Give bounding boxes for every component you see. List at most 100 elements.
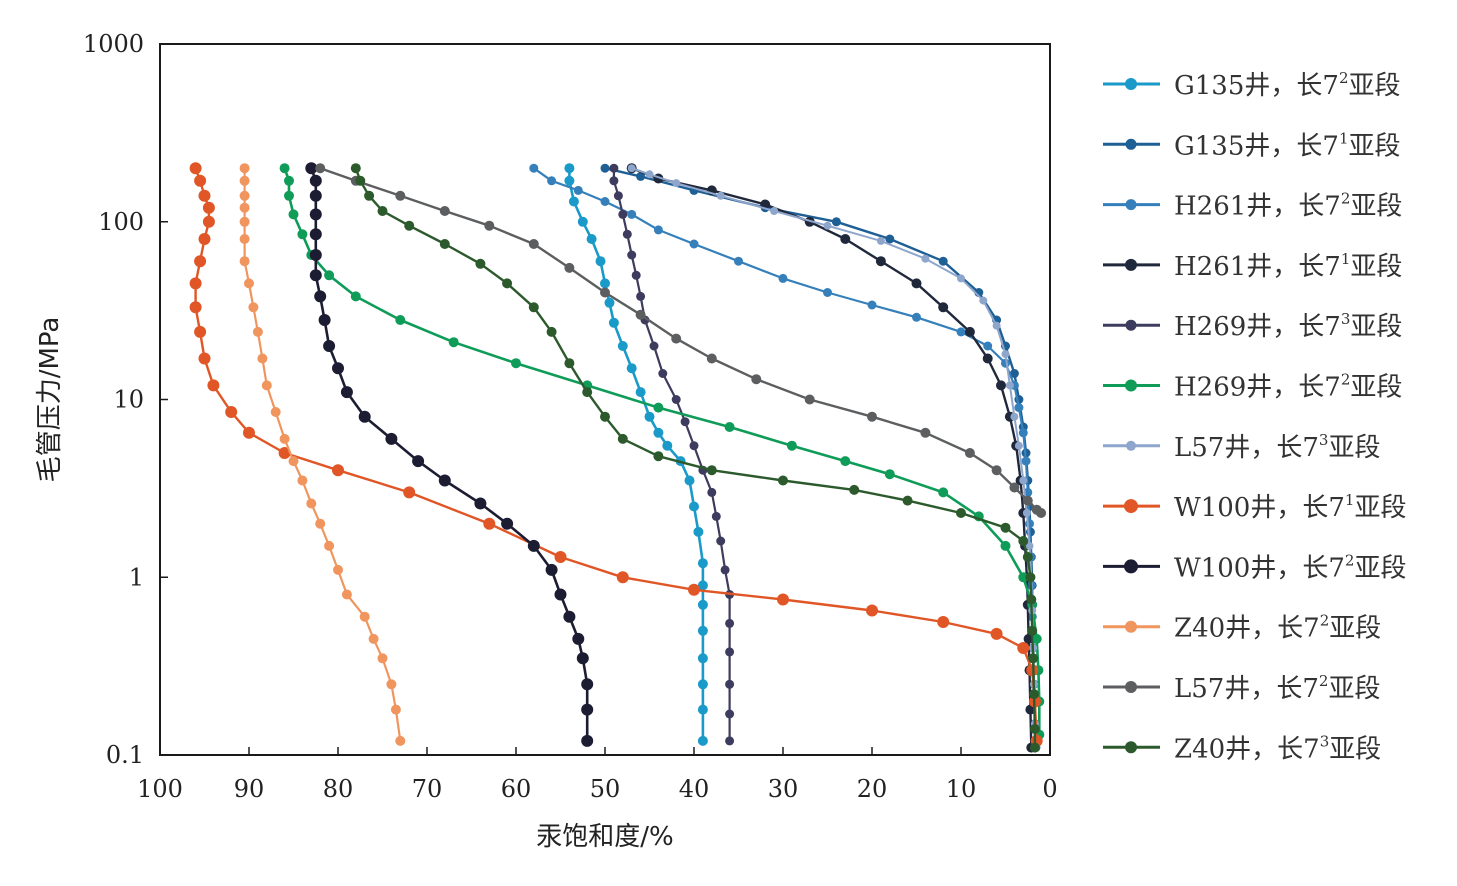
data-point	[528, 302, 539, 313]
data-point	[324, 270, 335, 281]
data-point	[439, 239, 450, 249]
data-point	[581, 703, 594, 716]
data-point	[823, 221, 832, 230]
data-point	[554, 551, 567, 563]
data-point	[778, 273, 788, 283]
series-line	[194, 167, 1038, 741]
data-point	[1018, 572, 1029, 583]
legend-label: Z40井，长73亚段	[1174, 732, 1381, 764]
series-5	[609, 163, 735, 746]
x-tick-label: 60	[501, 775, 532, 803]
data-point	[725, 736, 735, 746]
data-point	[1025, 519, 1034, 529]
data-point	[395, 190, 406, 201]
data-point	[529, 163, 539, 173]
data-point	[920, 427, 931, 438]
data-point	[333, 564, 343, 575]
data-point	[716, 191, 725, 200]
legend-label: G135井，长72亚段	[1174, 69, 1401, 101]
data-point	[1021, 456, 1031, 466]
series-line	[243, 168, 402, 742]
data-point	[778, 475, 788, 486]
data-point	[198, 189, 211, 202]
data-point	[600, 163, 610, 173]
series-line	[354, 167, 1037, 748]
data-point	[1022, 495, 1033, 506]
data-point	[297, 475, 308, 486]
data-point	[377, 206, 388, 216]
data-point	[239, 202, 250, 213]
legend-label: L57井，长72亚段	[1174, 672, 1380, 704]
data-point	[991, 465, 1002, 476]
data-point	[627, 209, 637, 219]
data-point	[309, 249, 322, 261]
data-point	[938, 302, 949, 313]
data-point	[318, 314, 331, 326]
data-point	[564, 163, 575, 174]
data-point	[448, 337, 459, 348]
data-point	[305, 162, 318, 175]
data-point	[957, 274, 965, 283]
data-point	[1000, 540, 1011, 551]
data-point	[693, 526, 704, 537]
data-point	[527, 539, 540, 552]
data-point	[804, 394, 815, 405]
data-point	[332, 362, 344, 375]
data-point	[867, 411, 877, 422]
data-point	[613, 191, 623, 201]
data-point	[956, 508, 966, 518]
y-tick-label: 100	[98, 208, 144, 236]
data-point	[982, 353, 993, 364]
data-point	[617, 433, 628, 444]
data-point	[386, 679, 397, 690]
data-point	[395, 315, 406, 325]
data-point	[297, 229, 308, 240]
data-point	[315, 163, 326, 174]
y-tick-label: 1	[129, 563, 144, 591]
x-tick-label: 30	[768, 775, 799, 803]
data-point	[680, 417, 690, 427]
data-point	[1025, 541, 1034, 550]
data-point	[332, 464, 344, 477]
legend-item: H261井，长71亚段	[1103, 250, 1402, 282]
data-point	[604, 297, 615, 308]
x-tick-label: 100	[137, 775, 183, 803]
y-axis-title: 毛管压力/MPa	[35, 317, 65, 483]
data-point	[202, 215, 215, 228]
series-line	[533, 167, 1037, 748]
data-point	[239, 163, 250, 174]
data-point	[608, 317, 619, 328]
data-point	[720, 565, 730, 575]
data-point	[983, 341, 993, 351]
data-point	[786, 440, 797, 451]
data-point	[350, 163, 361, 174]
data-point	[502, 278, 513, 289]
data-point	[600, 411, 610, 422]
legend-swatch-marker	[1125, 199, 1137, 211]
data-point	[577, 216, 588, 227]
legend-item: G135井，长71亚段	[1103, 129, 1401, 161]
series-line	[604, 167, 1037, 748]
data-point	[1028, 653, 1039, 664]
data-point	[1017, 642, 1030, 654]
data-point	[511, 358, 521, 369]
data-point	[875, 256, 886, 267]
data-point	[622, 229, 632, 239]
data-point	[1031, 633, 1042, 644]
data-point	[474, 497, 487, 510]
legend-label: H261井，长71亚段	[1174, 250, 1402, 282]
data-point	[581, 734, 594, 747]
legend-label: H269井，长73亚段	[1174, 310, 1402, 342]
data-point	[697, 558, 708, 569]
x-tick-label: 50	[590, 775, 621, 803]
data-point	[609, 176, 619, 186]
data-point	[912, 312, 921, 322]
data-point	[309, 189, 322, 202]
y-tick-label: 1000	[83, 30, 144, 58]
data-point	[528, 239, 539, 249]
data-point	[194, 325, 207, 338]
data-point	[358, 410, 371, 423]
legend-label: H261井，长72亚段	[1174, 190, 1402, 222]
legend-swatch-marker	[1125, 138, 1137, 150]
